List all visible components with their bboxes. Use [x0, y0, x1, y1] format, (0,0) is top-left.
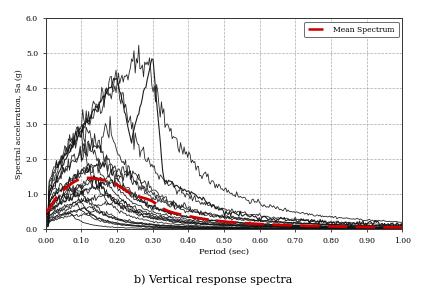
- Text: b) Vertical response spectra: b) Vertical response spectra: [134, 274, 292, 285]
- Y-axis label: Spectral acceleration, Sa (g): Spectral acceleration, Sa (g): [15, 69, 23, 179]
- X-axis label: Period (sec): Period (sec): [199, 248, 249, 256]
- Legend: Mean Spectrum: Mean Spectrum: [304, 22, 399, 37]
